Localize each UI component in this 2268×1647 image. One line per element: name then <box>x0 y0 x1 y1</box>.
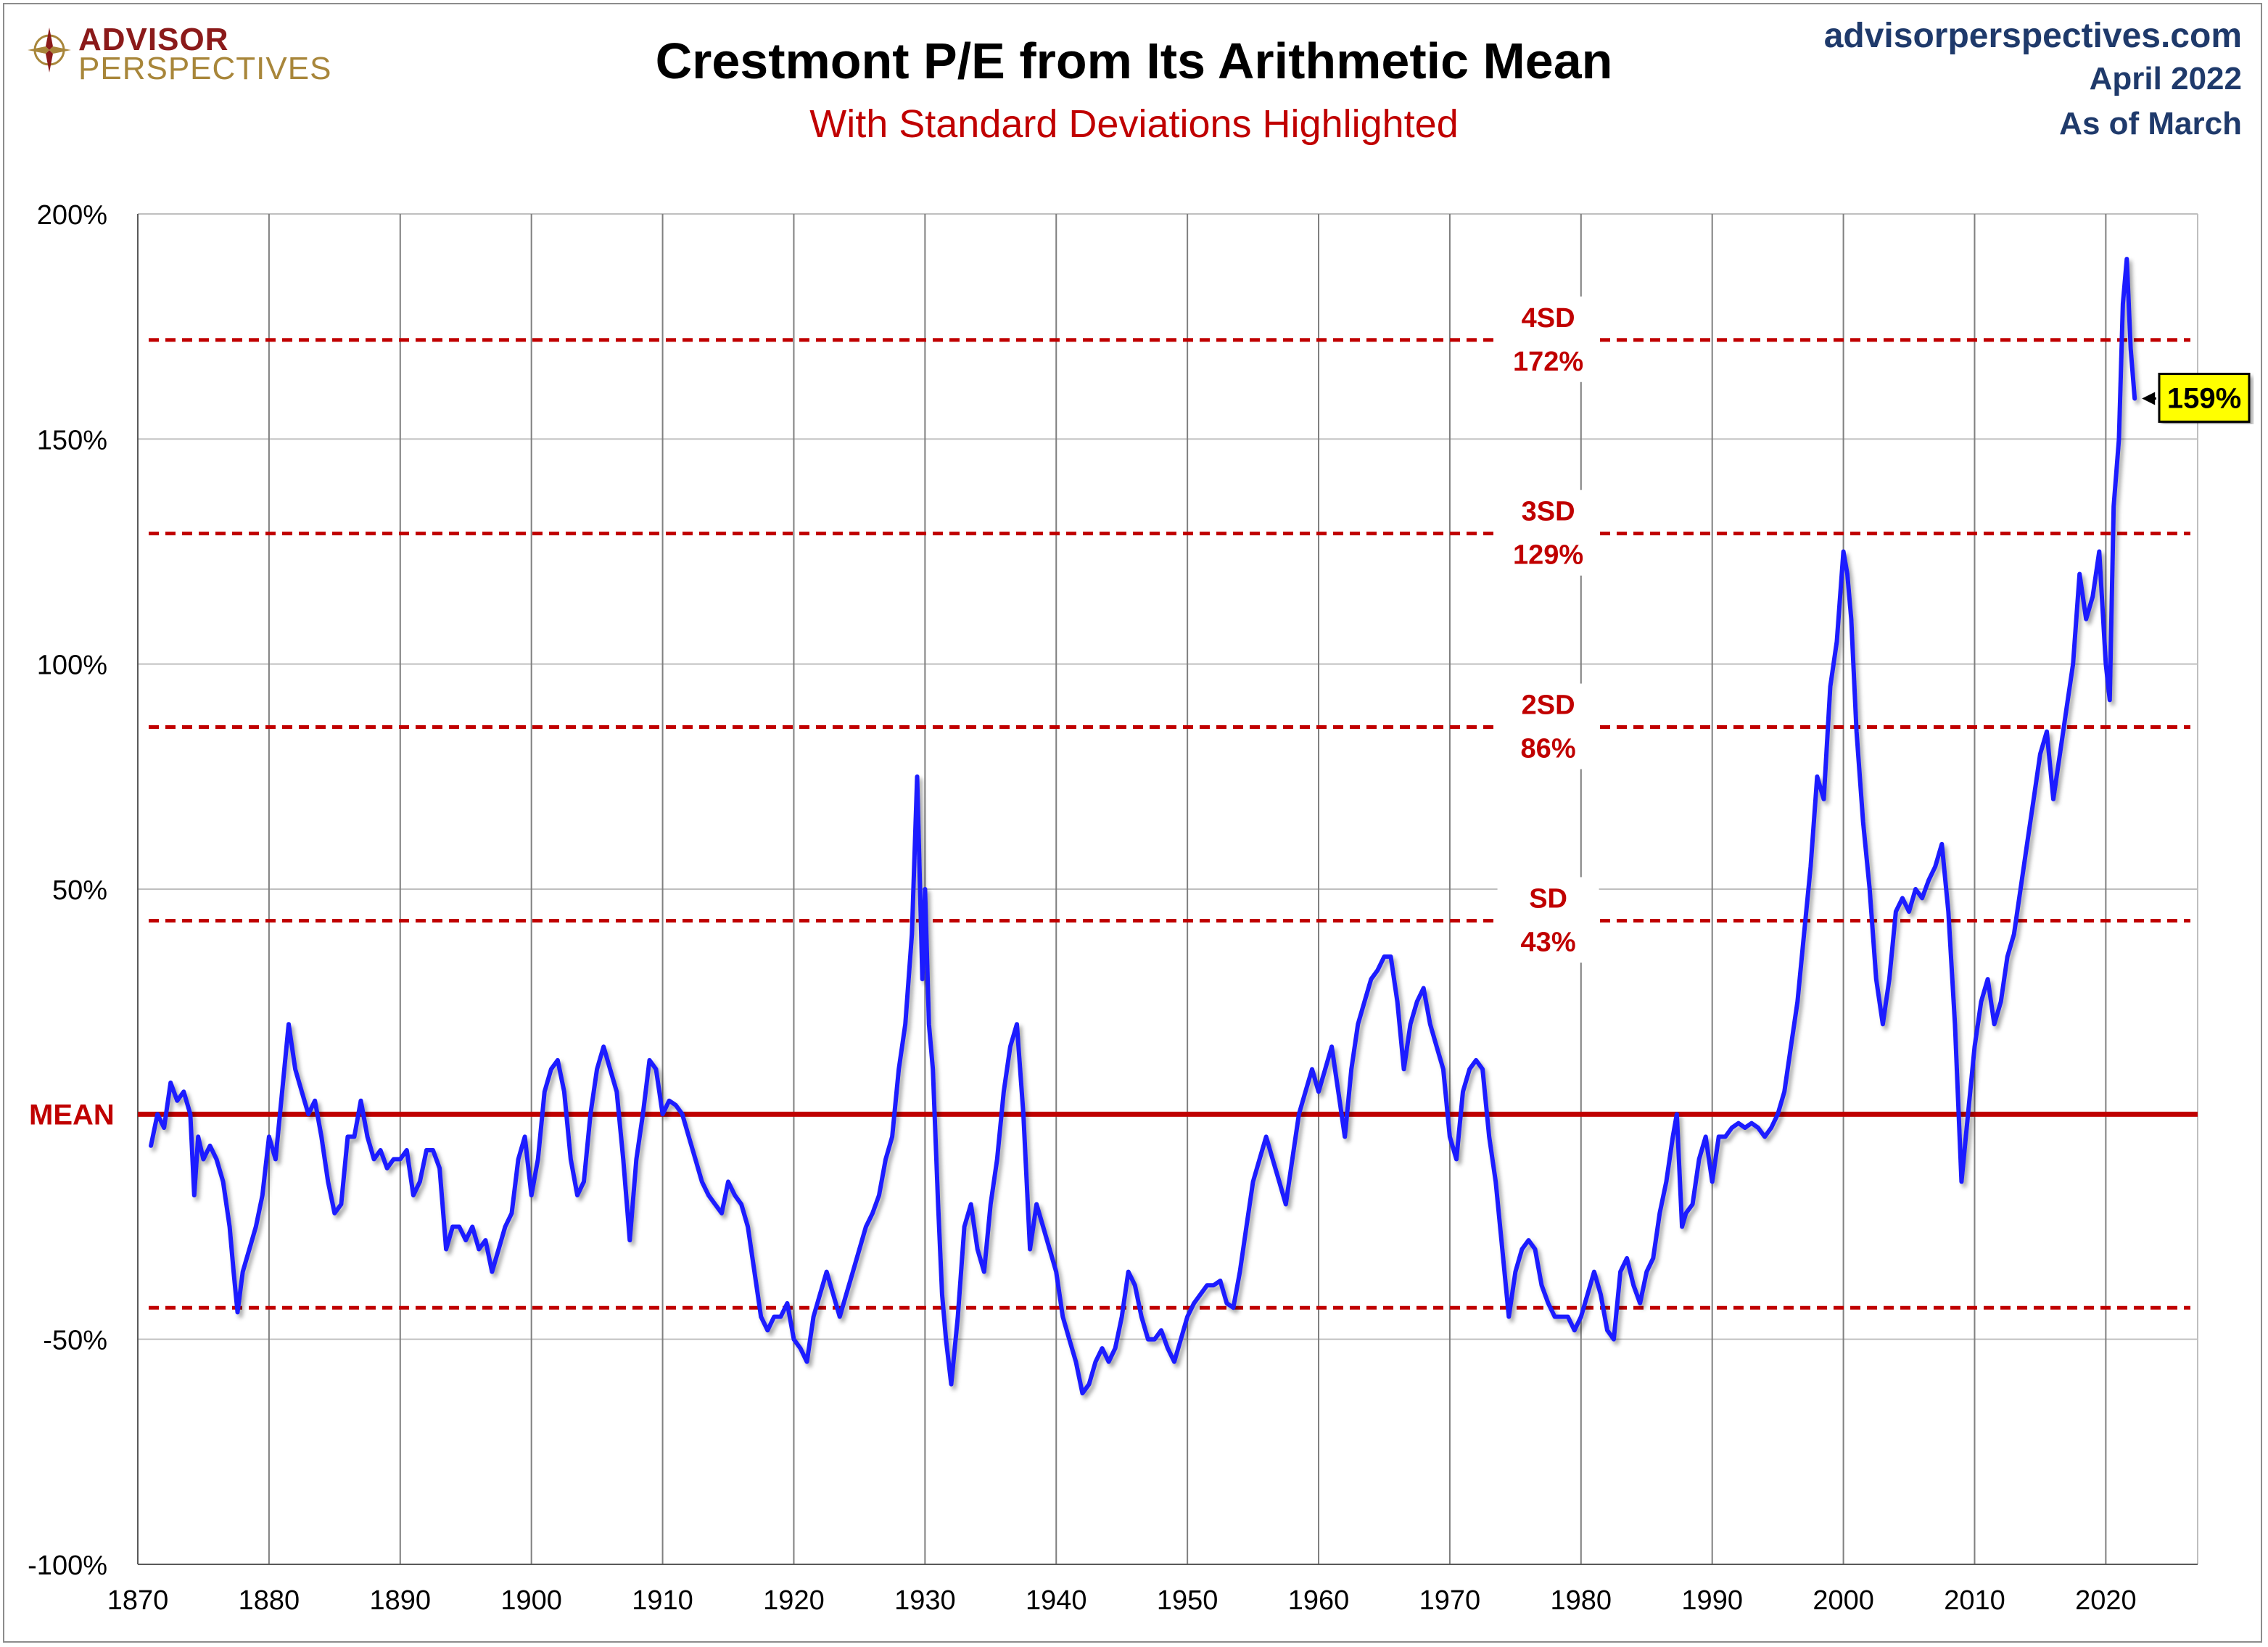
mean-label: MEAN <box>29 1099 115 1131</box>
series-line <box>149 257 2137 1396</box>
chart-title: Crestmont P/E from Its Arithmetic Mean <box>655 33 1613 89</box>
sd-value-label: 43% <box>1521 927 1576 957</box>
y-tick-label: -50% <box>43 1326 107 1356</box>
x-tick-label: 1900 <box>500 1585 562 1616</box>
sd-value-label: 129% <box>1513 540 1583 571</box>
x-tick-label: 1910 <box>632 1585 693 1616</box>
x-tick-label: 2000 <box>1813 1585 1874 1616</box>
x-tick-label: 1870 <box>107 1585 169 1616</box>
x-tick-label: 1970 <box>1419 1585 1481 1616</box>
labels-layer: 200% 150% 100% 50% MEAN -50% -100%1870 1880 1890… <box>28 200 2251 1616</box>
sd-label-background <box>1497 877 1599 963</box>
advisor-perspectives-logo: ADVISOR PERSPECTIVES <box>26 19 331 91</box>
logo-line1: ADVISOR <box>78 22 229 57</box>
y-tick-label: -100% <box>28 1551 107 1581</box>
x-tick-label: 1920 <box>763 1585 825 1616</box>
sd-label: 4SD <box>1522 303 1575 334</box>
x-tick-label: 1880 <box>239 1585 300 1616</box>
sd-label: 2SD <box>1522 690 1575 721</box>
sd-value-label: 86% <box>1521 734 1576 764</box>
sd-label-background <box>1497 490 1599 576</box>
source-as-of: As of March <box>2059 106 2242 141</box>
x-tick-label: 1980 <box>1551 1585 1612 1616</box>
logo-line2: PERSPECTIVES <box>78 51 332 86</box>
x-tick-label: 2010 <box>1944 1585 2005 1616</box>
x-tick-label: 1930 <box>894 1585 956 1616</box>
y-tick-label: 100% <box>37 651 107 681</box>
sd-label: 3SD <box>1522 497 1575 527</box>
source-site: advisorperspectives.com <box>1823 17 2242 55</box>
x-tick-label: 1960 <box>1288 1585 1350 1616</box>
callout-box <box>2158 372 2251 423</box>
y-tick-label: 200% <box>37 200 107 231</box>
chart-subtitle: With Standard Deviations Highlighted <box>809 102 1459 146</box>
sd-label: SD <box>1529 883 1567 914</box>
y-tick-label: 150% <box>37 425 107 455</box>
chart-frame <box>3 3 2262 1643</box>
sd-label-background <box>1497 296 1599 382</box>
x-tick-label: 1950 <box>1157 1585 1218 1616</box>
x-tick-label: 1940 <box>1026 1585 1087 1616</box>
y-tick-label: 50% <box>52 875 107 906</box>
compass-rose-icon <box>28 28 71 73</box>
reference-lines <box>138 296 2198 1310</box>
grid-lines <box>137 213 2198 1565</box>
callout-arrow-head <box>2142 392 2156 405</box>
series-layer <box>149 257 2137 1396</box>
x-tick-label: 1990 <box>1681 1585 1743 1616</box>
source-date: April 2022 <box>2089 61 2242 96</box>
sd-value-label: 172% <box>1513 347 1583 377</box>
sd-label-background <box>1497 683 1599 769</box>
callout-label: 159% <box>2167 382 2241 414</box>
x-tick-label: 2020 <box>2075 1585 2137 1616</box>
x-tick-label: 1890 <box>370 1585 432 1616</box>
